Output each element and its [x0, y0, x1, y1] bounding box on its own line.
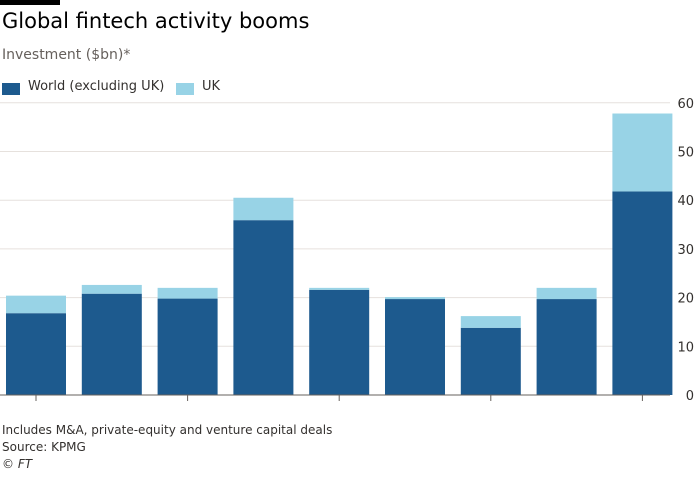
bar-world-8: [612, 191, 673, 395]
legend-swatch-world: [2, 83, 20, 95]
bar-uk-6: [460, 316, 521, 328]
chart-footer: Includes M&A, private-equity and venture…: [2, 422, 332, 473]
y-tick-label-50: 50: [677, 146, 694, 161]
bar-world-4: [309, 289, 370, 395]
footnote: Includes M&A, private-equity and venture…: [2, 423, 333, 437]
bar-uk-5: [385, 297, 445, 300]
stacked-bar-chart: 010203040506020142015201620172018: [0, 97, 694, 404]
bar-uk-8: [612, 113, 673, 192]
bar-world-5: [385, 299, 445, 395]
bar-world-7: [536, 299, 597, 395]
bar-world-6: [460, 327, 521, 395]
legend-label-uk: UK: [202, 79, 221, 94]
bar-world-1: [81, 293, 142, 395]
bar-uk-2: [157, 287, 218, 299]
bar-world-2: [157, 298, 218, 395]
legend-swatch-uk: [176, 83, 194, 95]
bar-uk-1: [81, 284, 142, 294]
bar-uk-7: [536, 287, 597, 300]
bar-uk-3: [233, 197, 294, 221]
ft-top-rule: [0, 0, 60, 5]
bar-uk-0: [6, 295, 66, 314]
bar-world-0: [6, 313, 66, 395]
chart-title: Global fintech activity booms: [2, 9, 310, 33]
chart-subtitle: Investment ($bn)*: [2, 47, 131, 63]
y-tick-label-40: 40: [677, 194, 694, 209]
source-line: Source: KPMG: [2, 440, 86, 454]
y-tick-label-30: 30: [677, 243, 694, 258]
y-tick-label-60: 60: [677, 97, 694, 112]
bar-uk-4: [309, 287, 370, 290]
y-tick-label-10: 10: [677, 340, 694, 355]
legend-label-world: World (excluding UK): [28, 79, 165, 94]
copyright: © FT: [2, 457, 33, 471]
bar-world-3: [233, 220, 294, 395]
y-tick-label-0: 0: [686, 389, 694, 404]
y-tick-label-20: 20: [677, 292, 694, 307]
